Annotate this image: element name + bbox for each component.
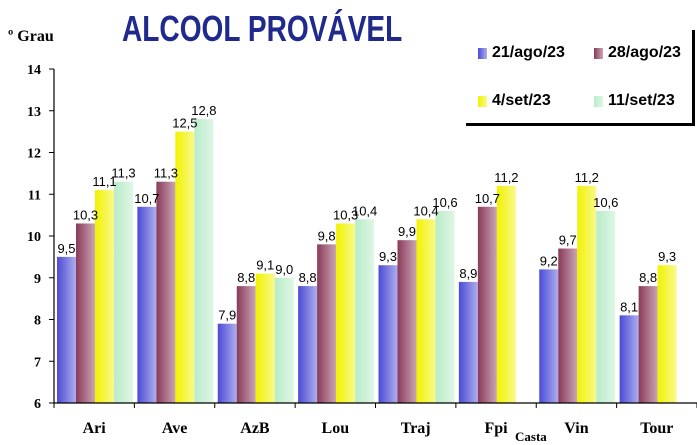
legend-label-4: 11/set/23 [608, 92, 675, 109]
value-label-ave-series-1: 10,7 [134, 191, 159, 206]
x-tick-label-traj: Traj [401, 420, 431, 437]
bar-ari-series-2 [76, 223, 95, 403]
value-label-ari-series-1: 9,5 [57, 241, 75, 256]
value-label-ari-series-2: 10,3 [73, 207, 98, 222]
bar-ave-series-4 [194, 119, 214, 403]
value-label-lou-series-3: 10,3 [333, 207, 358, 222]
y-tick-label: 7 [34, 355, 41, 370]
value-label-azb-series-2: 8,8 [237, 270, 255, 285]
legend-item-2: 28/ago/23 [594, 44, 681, 62]
value-label-ari-series-4: 11,3 [111, 166, 135, 181]
bar-ave-series-1 [137, 206, 157, 403]
value-label-tour-series-1: 8,1 [620, 299, 638, 314]
bar-vin-series-1 [539, 269, 559, 403]
value-label-lou-series-1: 8,8 [299, 270, 317, 285]
bar-vin-series-4 [596, 210, 616, 403]
value-label-azb-series-3: 9,1 [256, 258, 274, 273]
value-label-vin-series-4: 10,6 [593, 195, 618, 210]
bar-fpi-series-2 [477, 206, 497, 403]
value-label-ave-series-4: 12,8 [191, 103, 216, 118]
bar-ari-series-1 [57, 256, 76, 403]
value-label-fpi-series-1: 8,9 [459, 266, 477, 281]
bar-ave-series-2 [156, 181, 176, 403]
value-label-lou-series-4: 10,4 [352, 203, 377, 218]
legend-label-2: 28/ago/23 [608, 44, 681, 61]
bar-lou-series-4 [355, 219, 375, 403]
x-tick-label-lou: Lou [322, 420, 350, 437]
value-label-lou-series-2: 9,8 [318, 228, 336, 243]
bar-tour-series-3 [657, 265, 677, 403]
bar-vin-series-2 [558, 248, 578, 403]
value-label-azb-series-4: 9,0 [275, 262, 293, 277]
bar-lou-series-3 [336, 223, 356, 403]
bar-vin-series-3 [577, 185, 597, 403]
y-tick-label: 14 [27, 63, 41, 78]
value-label-tour-series-3: 9,3 [658, 249, 676, 264]
value-label-traj-series-2: 9,9 [398, 224, 416, 239]
value-label-vin-series-3: 11,2 [575, 170, 599, 185]
legend: 21/ago/23 28/ago/23 4/set/23 11/set/23 [466, 30, 695, 126]
y-tick-label: 12 [27, 147, 41, 162]
y-tick-label: 13 [27, 105, 41, 120]
legend-item-4: 11/set/23 [594, 92, 675, 110]
value-label-azb-series-1: 7,9 [218, 308, 236, 323]
bar-ari-series-4 [114, 181, 133, 403]
legend-item-1: 21/ago/23 [478, 44, 565, 62]
bar-tour-series-2 [638, 286, 658, 403]
value-label-fpi-series-3: 11,2 [494, 170, 518, 185]
value-label-ari-series-3: 11,1 [92, 174, 116, 189]
bar-lou-series-2 [317, 244, 337, 403]
bar-traj-series-4 [435, 210, 455, 403]
bar-ave-series-3 [175, 131, 195, 403]
bar-tour-series-1 [619, 315, 639, 403]
x-tick-label-tour: Tour [640, 420, 673, 437]
bar-azb-series-1 [217, 323, 237, 403]
legend-swatch-2 [594, 47, 603, 59]
legend-item-3: 4/set/23 [478, 92, 551, 110]
bar-traj-series-3 [416, 219, 436, 403]
x-tick-label-fpi: Fpi [485, 420, 509, 437]
x-axis-extra-label: Casta [515, 429, 547, 444]
value-label-ave-series-2: 11,3 [154, 166, 178, 181]
x-tick-label-ari: Ari [83, 420, 107, 437]
legend-swatch-3 [478, 95, 487, 107]
value-label-ave-series-3: 12,5 [172, 116, 197, 131]
value-label-fpi-series-2: 10,7 [475, 191, 500, 206]
y-tick-label: 8 [34, 314, 41, 329]
value-label-tour-series-2: 8,8 [639, 270, 657, 285]
legend-swatch-4 [594, 95, 603, 107]
legend-label-3: 4/set/23 [492, 92, 551, 109]
value-label-traj-series-4: 10,6 [432, 195, 457, 210]
value-label-vin-series-1: 9,2 [540, 253, 558, 268]
bar-fpi-series-3 [496, 185, 516, 403]
y-axis-label: º Grau [8, 28, 54, 45]
bar-traj-series-1 [378, 265, 398, 403]
x-tick-label-azb: AzB [240, 420, 270, 437]
bar-azb-series-2 [236, 286, 256, 403]
value-label-vin-series-2: 9,7 [559, 233, 577, 248]
x-tick-label-vin: Vin [564, 420, 588, 437]
bar-ari-series-3 [95, 190, 114, 403]
chart-title: ALCOOL PROVÁVEL [122, 8, 403, 49]
legend-swatch-1 [478, 47, 487, 59]
bar-traj-series-2 [397, 240, 417, 403]
value-label-traj-series-1: 9,3 [379, 249, 397, 264]
bar-azb-series-4 [274, 277, 294, 403]
y-tick-label: 11 [28, 188, 41, 203]
y-tick-label: 10 [27, 230, 41, 245]
legend-label-1: 21/ago/23 [492, 44, 565, 61]
bar-azb-series-3 [255, 273, 275, 403]
y-tick-label: 6 [34, 397, 41, 412]
y-tick-label: 9 [34, 272, 41, 287]
bar-lou-series-1 [298, 286, 318, 403]
x-tick-label-ave: Ave [162, 420, 187, 437]
bar-fpi-series-1 [458, 281, 478, 403]
value-label-traj-series-3: 10,4 [413, 203, 438, 218]
